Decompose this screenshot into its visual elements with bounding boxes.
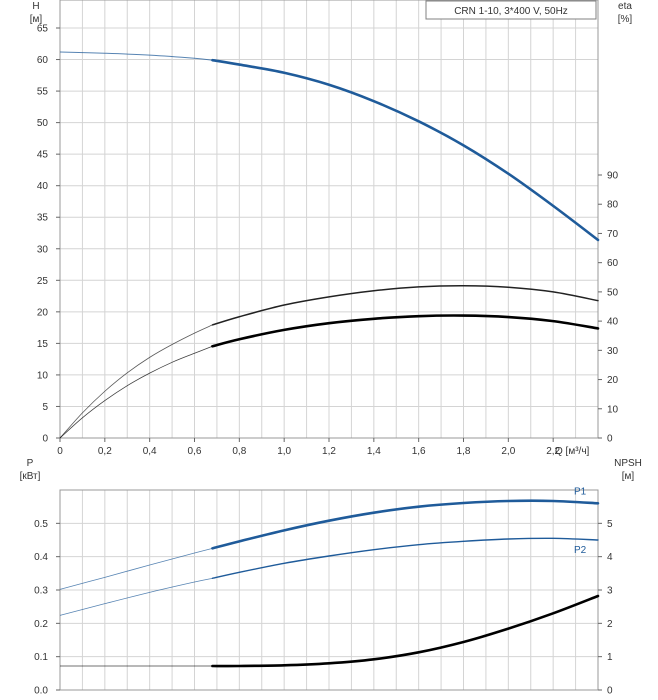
bottom-left-axis: 0.0 0.1 0.2 0.3 0.4 0.5 — [34, 519, 60, 697]
eta-upper-series-1-line — [211, 284, 599, 326]
p2-series-1-extension — [59, 577, 213, 616]
y-left-tick-label: 25 — [37, 276, 49, 287]
top-left-axis: 0 5 10 15 20 25 30 35 40 45 50 55 60 65 — [37, 24, 60, 445]
y-left-tick-label: 55 — [37, 87, 49, 98]
power-tick-label: 0.5 — [34, 519, 48, 530]
y-right-tick-label: 0 — [607, 434, 613, 445]
y-right-tick-label: 40 — [607, 317, 619, 328]
y-left-tick-label: 5 — [42, 402, 48, 413]
eta-lower-series-2-line — [211, 314, 600, 348]
p1-series-0-extension — [59, 547, 213, 590]
power-tick-label: 0.0 — [34, 686, 48, 697]
y-left-tick-label: 20 — [37, 307, 49, 318]
y-right-unit: [%] — [618, 14, 633, 25]
x-tick-label: 0,6 — [188, 446, 202, 457]
x-tick-label: 0,4 — [143, 446, 157, 457]
y-right-tick-label: 10 — [607, 404, 619, 415]
x-tick-label: 1,4 — [367, 446, 381, 457]
npsh-tick-label: 5 — [607, 519, 613, 530]
x-tick-label: 1,6 — [412, 446, 426, 457]
npsh-tick-label: 1 — [607, 652, 613, 663]
x-tick-label: 1,0 — [277, 446, 291, 457]
y-right-tick-label: 60 — [607, 258, 619, 269]
y-left-title: H — [32, 1, 39, 12]
x-tick-label: 2,0 — [501, 446, 515, 457]
y-left-tick-label: 15 — [37, 339, 49, 350]
y-left-unit: [м] — [30, 14, 43, 25]
p2-series-1-line — [211, 537, 599, 580]
x-tick-label: 1,8 — [457, 446, 471, 457]
npsh-axis-unit: [м] — [622, 471, 635, 482]
top-series — [59, 51, 600, 439]
x-axis: 0 0,2 0,4 0,6 0,8 1,0 1,2 1,4 1,6 1,8 2,0 2,2 — [57, 438, 561, 457]
y-right-tick-label: 80 — [607, 200, 619, 211]
x-tick-label: 0,8 — [232, 446, 246, 457]
eta-lower-series-2-extension — [59, 345, 213, 439]
npsh-tick-label: 0 — [607, 686, 613, 697]
power-npsh-panel: 0.0 0.1 0.2 0.3 0.4 0.5 0 1 2 3 4 5 P1 P2 P [кВт] N… — [20, 458, 642, 697]
power-tick-label: 0.4 — [34, 552, 48, 563]
y-left-tick-label: 65 — [37, 24, 49, 35]
npsh-tick-label: 3 — [607, 586, 613, 597]
power-axis-unit: [кВт] — [20, 471, 41, 482]
head-efficiency-panel: 0 5 10 15 20 25 30 35 40 45 50 55 60 65 0 10 20 30 40 50 60… — [30, 0, 633, 457]
power-tick-label: 0.3 — [34, 586, 48, 597]
power-tick-label: 0.1 — [34, 652, 48, 663]
y-right-tick-label: 30 — [607, 346, 619, 357]
y-right-tick-label: 90 — [607, 171, 619, 182]
npsh-axis-title: NPSH — [614, 458, 642, 469]
chart-title: CRN 1-10, 3*400 V, 50Hz — [454, 6, 568, 17]
y-left-tick-label: 35 — [37, 213, 49, 224]
head-series-0-line — [211, 58, 600, 242]
x-tick-label: 0 — [57, 446, 63, 457]
y-right-tick-label: 20 — [607, 375, 619, 386]
chart-title-box: CRN 1-10, 3*400 V, 50Hz — [425, 0, 597, 20]
series-label-p2: P2 — [574, 545, 587, 556]
y-left-tick-label: 0 — [42, 434, 48, 445]
y-left-tick-label: 10 — [37, 370, 49, 381]
y-right-tick-label: 70 — [607, 229, 619, 240]
bottom-series: P1 P2 — [59, 486, 600, 668]
eta-upper-series-1-extension — [59, 324, 213, 439]
top-right-axis: 0 10 20 30 40 50 60 70 80 90 — [598, 171, 619, 445]
npsh-tick-label: 4 — [607, 552, 613, 563]
y-left-tick-label: 30 — [37, 244, 49, 255]
y-left-tick-label: 40 — [37, 181, 49, 192]
top-grid — [60, 0, 598, 439]
x-tick-label: 1,2 — [322, 446, 336, 457]
series-label-p1: P1 — [574, 486, 587, 497]
x-tick-label: 2,2 — [546, 446, 560, 457]
y-right-title: eta — [618, 1, 632, 12]
power-axis-title: P — [27, 458, 34, 469]
y-right-tick-label: 50 — [607, 287, 619, 298]
p1-series-0-line — [211, 499, 600, 550]
x-tick-label: 0,2 — [98, 446, 112, 457]
y-left-tick-label: 60 — [37, 55, 49, 66]
y-left-tick-label: 50 — [37, 118, 49, 129]
power-tick-label: 0.2 — [34, 619, 48, 630]
y-left-tick-label: 45 — [37, 150, 49, 161]
x-axis-label: Q [м³/ч] — [555, 446, 590, 457]
bottom-right-axis: 0 1 2 3 4 5 — [598, 519, 613, 697]
npsh-series-2-line — [211, 594, 600, 668]
npsh-tick-label: 2 — [607, 619, 613, 630]
head-series-0-extension — [59, 51, 213, 61]
